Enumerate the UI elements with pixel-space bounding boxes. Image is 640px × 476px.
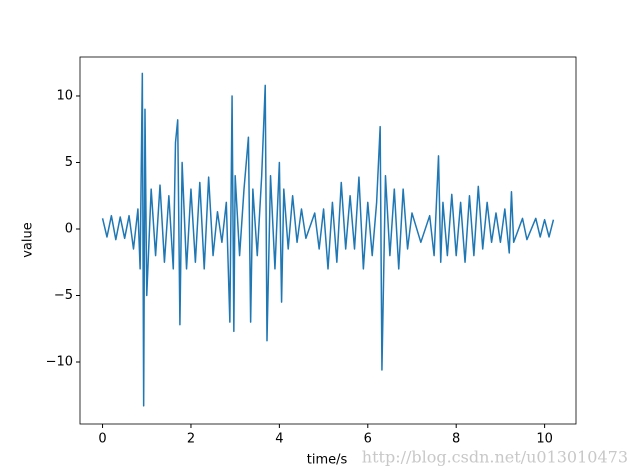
y-tick-label: 0 bbox=[65, 221, 73, 236]
y-tick-label: −10 bbox=[46, 355, 73, 370]
signal-line bbox=[101, 72, 555, 407]
x-tick-label: 8 bbox=[452, 432, 460, 447]
x-axis-label: time/s bbox=[307, 453, 348, 468]
y-tick-label: 5 bbox=[65, 155, 73, 170]
y-tick-label: 10 bbox=[56, 88, 73, 103]
x-tick-label: 10 bbox=[536, 432, 553, 447]
y-tick-label: −5 bbox=[54, 288, 73, 303]
y-axis-label: value bbox=[21, 222, 36, 258]
x-tick-label: 2 bbox=[187, 432, 195, 447]
watermark: http://blog.csdn.net/u013010473 bbox=[362, 448, 628, 467]
x-tick-label: 6 bbox=[364, 432, 372, 447]
x-tick-label: 0 bbox=[98, 432, 106, 447]
plot-frame bbox=[79, 56, 577, 425]
x-tick-label: 4 bbox=[275, 432, 283, 447]
